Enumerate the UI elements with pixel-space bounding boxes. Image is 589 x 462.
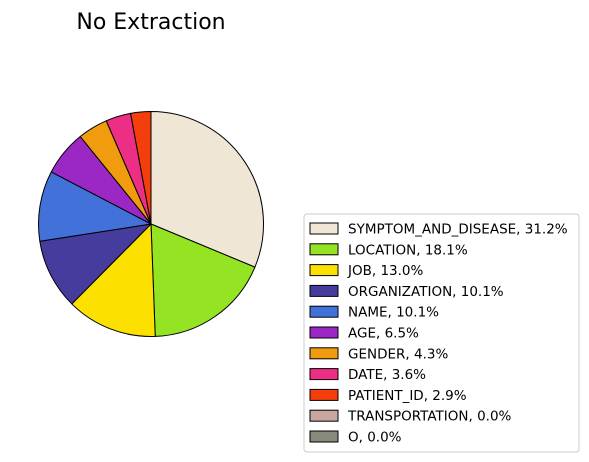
pie-slice-job: [71, 223, 156, 337]
pie-slice-location: [150, 223, 256, 337]
legend-label-name: NAME, 10.1%: [348, 305, 439, 321]
legend-swatch-date: [309, 368, 339, 381]
pie-slice-organization: [39, 223, 152, 305]
legend-frame: [303, 213, 580, 453]
legend-swatch-o: [309, 430, 339, 443]
pie-slice-name: [38, 171, 152, 242]
legend-swatch-name: [309, 305, 339, 318]
legend-label-patient-id: PATIENT_ID, 2.9%: [348, 388, 467, 404]
chart-title: No Extraction: [76, 10, 225, 35]
legend-label-symptom-and-disease: SYMPTOM_AND_DISEASE, 31.2%: [348, 222, 568, 238]
legend-swatch-transportation: [309, 409, 339, 422]
legend-label-date: DATE, 3.6%: [348, 367, 426, 383]
legend-label-location: LOCATION, 18.1%: [348, 242, 468, 258]
legend-swatch-gender: [309, 347, 339, 360]
pie-slices: [38, 111, 264, 337]
legend-swatch-organization: [309, 284, 339, 297]
legend-swatch-patient-id: [309, 388, 339, 401]
legend-swatch-symptom-and-disease: [309, 222, 339, 235]
legend-swatch-age: [309, 326, 339, 339]
legend-label-job: JOB, 13.0%: [347, 263, 424, 279]
legend-label-organization: ORGANIZATION, 10.1%: [348, 284, 504, 300]
legend-label-gender: GENDER, 4.3%: [348, 346, 448, 362]
legend-label-o: O, 0.0%: [348, 430, 402, 446]
legend-swatch-location: [309, 243, 339, 256]
legend-label-age: AGE, 6.5%: [348, 326, 419, 342]
legend-label-transportation: TRANSPORTATION, 0.0%: [347, 409, 512, 425]
legend: SYMPTOM_AND_DISEASE, 31.2% LOCATION, 18.1…: [303, 213, 580, 453]
legend-swatch-job: [309, 264, 339, 277]
pie-slice-symptom-and-disease: [150, 111, 264, 268]
